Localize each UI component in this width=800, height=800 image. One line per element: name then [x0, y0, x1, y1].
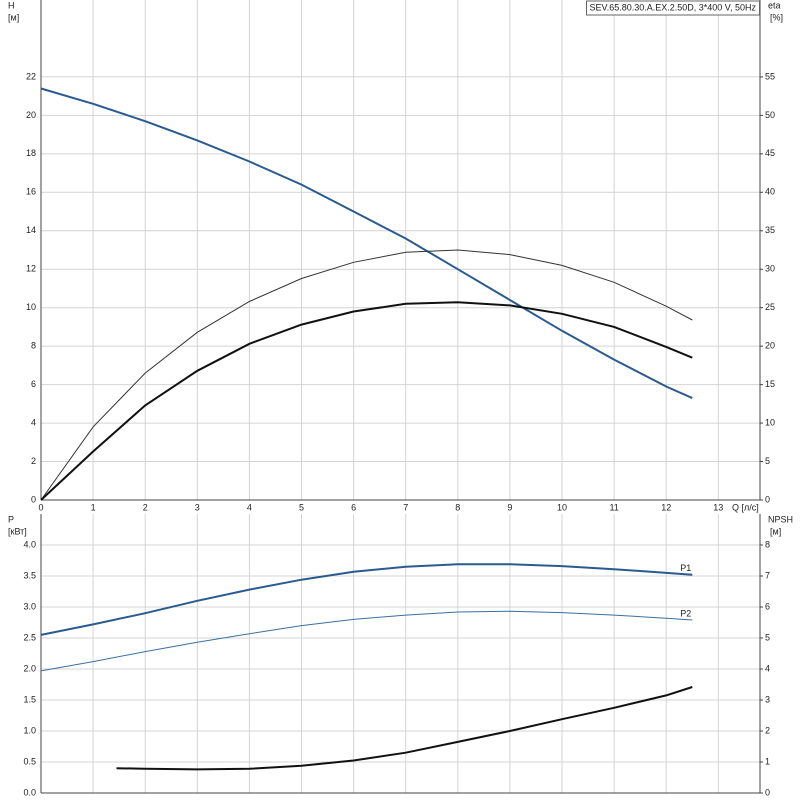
y-tick-label: 16 [26, 187, 36, 197]
curve [40, 301, 693, 501]
y2-tick-label: 6 [765, 601, 770, 611]
x-tick-label: 2 [143, 502, 148, 512]
y2-tick-label: 1 [765, 756, 770, 766]
x-tick-label: 13 [713, 502, 723, 512]
x-tick-label: 5 [299, 502, 304, 512]
y-unit: [кВт] [8, 526, 27, 536]
x-tick-label: 0 [38, 502, 43, 512]
x-label: Q [л/с] [732, 502, 759, 512]
x-tick-label: 8 [455, 502, 460, 512]
x-tick-label: 11 [609, 502, 618, 512]
y-tick-label: 20 [26, 110, 36, 120]
y2-label: eta [768, 0, 781, 10]
y2-tick-label: 25 [765, 302, 775, 312]
y2-label: NPSH [768, 514, 793, 524]
y2-tick-label: 2 [765, 725, 770, 735]
y2-tick-label: 20 [765, 341, 775, 351]
title-box [586, 0, 760, 16]
x-tick-label: 4 [247, 502, 252, 512]
y2-tick-label: 40 [765, 187, 775, 197]
y-tick-label: 22 [26, 71, 36, 81]
y-tick-label: 1.5 [23, 694, 36, 704]
y2-tick-label: 15 [765, 379, 775, 389]
y-tick-label: 10 [26, 302, 36, 312]
y-tick-label: 0 [31, 494, 36, 504]
y2-tick-label: 0 [765, 494, 770, 504]
x-tick-label: 3 [195, 502, 200, 512]
y-tick-label: 18 [26, 148, 36, 158]
y-tick-label: 12 [26, 264, 36, 274]
curve [40, 563, 693, 636]
x-tick-label: 9 [507, 502, 512, 512]
y2-tick-label: 7 [765, 570, 770, 580]
y-tick-label: 4.0 [23, 539, 36, 549]
y2-tick-label: 5 [765, 632, 770, 642]
y-tick-label: 0.5 [23, 756, 36, 766]
curve [40, 610, 693, 672]
curve-label: P1 [680, 563, 691, 573]
y-tick-label: 2.0 [23, 663, 36, 673]
y2-unit: [%] [770, 12, 783, 22]
y2-tick-label: 5 [765, 456, 770, 466]
x-tick-label: 12 [661, 502, 671, 512]
y2-tick-label: 10 [765, 417, 775, 427]
y2-tick-label: 0 [765, 787, 770, 797]
y-tick-label: 2.5 [23, 632, 36, 642]
y-tick-label: 8 [31, 341, 36, 351]
y-tick-label: 0.0 [23, 787, 36, 797]
y2-unit: [м] [770, 526, 781, 536]
curve-label: P2 [680, 608, 691, 618]
x-tick-label: 10 [557, 502, 567, 512]
y-label: H [8, 0, 15, 10]
y-tick-label: 2 [31, 456, 36, 466]
x-tick-label: 1 [91, 502, 96, 512]
y2-tick-label: 55 [765, 71, 775, 81]
y2-tick-label: 30 [765, 264, 775, 274]
y-tick-label: 4 [31, 417, 36, 427]
curve [40, 87, 693, 400]
curve [40, 249, 693, 501]
y2-tick-label: 3 [765, 694, 770, 704]
y-label: P [8, 514, 14, 524]
y2-tick-label: 50 [765, 110, 775, 120]
y-tick-label: 6 [31, 379, 36, 389]
x-tick-label: 7 [403, 502, 408, 512]
y-tick-label: 1.0 [23, 725, 36, 735]
y2-tick-label: 35 [765, 225, 775, 235]
curve [116, 686, 693, 771]
y2-tick-label: 45 [765, 148, 775, 158]
x-tick-label: 6 [351, 502, 356, 512]
y-tick-label: 14 [26, 225, 36, 235]
y-tick-label: 3.0 [23, 601, 36, 611]
y-tick-label: 3.5 [23, 570, 36, 580]
y2-tick-label: 8 [765, 539, 770, 549]
y-unit: [м] [8, 12, 19, 22]
chart-title: SEV.65.80.30.A.EX.2.50D, 3*400 V, 50Hz [590, 2, 757, 12]
y2-tick-label: 4 [765, 663, 770, 673]
